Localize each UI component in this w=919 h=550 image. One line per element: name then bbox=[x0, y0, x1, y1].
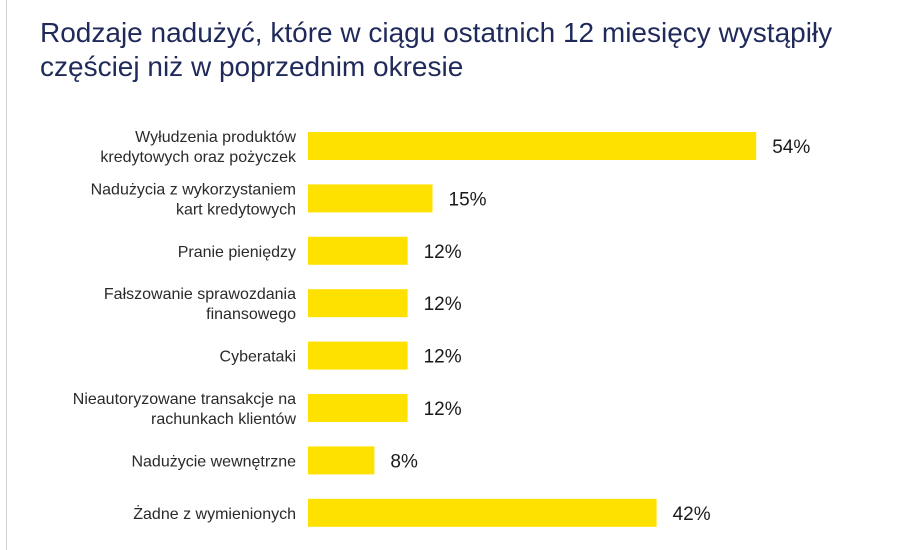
value-label-6: 8% bbox=[390, 451, 418, 472]
category-label-3-line-0: Fałszowanie sprawozdania bbox=[104, 286, 296, 303]
category-label-0: Wyłudzenia produktów kredytowych oraz poż… bbox=[100, 129, 297, 166]
bar-2 bbox=[308, 236, 408, 265]
bar-5 bbox=[308, 394, 408, 422]
value-label-7: 42% bbox=[673, 504, 711, 525]
chart-title-line-2: częściej niż w poprzednim okresie bbox=[40, 51, 464, 82]
bar-7 bbox=[308, 498, 657, 527]
category-label-4: Cyberataki bbox=[220, 349, 296, 366]
value-label-3: 12% bbox=[424, 294, 462, 315]
bar-0 bbox=[308, 132, 757, 160]
value-label-2: 12% bbox=[424, 242, 462, 263]
bar-4 bbox=[308, 341, 408, 370]
category-label-1-line-0: Nadużycia z wykorzystaniem bbox=[91, 181, 296, 198]
category-label-7-line-0: Żadne z wymienionych bbox=[133, 504, 296, 523]
category-label-3-line-1: finansowego bbox=[206, 306, 296, 323]
category-label-6: Nadużycie wewnętrzne bbox=[131, 453, 296, 470]
category-label-6-line-0: Nadużycie wewnętrzne bbox=[131, 453, 296, 470]
category-label-1-line-1: kart kredytowych bbox=[176, 201, 296, 218]
chart-title-line-1: Rodzaje nadużyć, które w ciągu ostatnich… bbox=[40, 17, 833, 48]
category-label-2-line-0: Pranie pieniędzy bbox=[178, 244, 296, 261]
category-label-7: Żadne z wymienionych bbox=[133, 504, 296, 523]
category-label-5-line-1: rachunkach klientów bbox=[151, 411, 296, 428]
category-label-3: Fałszowanie sprawozdania finansowego bbox=[104, 286, 296, 323]
bar-6 bbox=[308, 446, 375, 475]
chart-title: Rodzaje nadużyć, które w ciągu ostatnich… bbox=[40, 16, 900, 84]
category-label-1: Nadużycia z wykorzystaniem kart kredytowy… bbox=[91, 181, 296, 218]
value-label-5: 12% bbox=[424, 399, 462, 420]
category-label-4-line-0: Cyberataki bbox=[220, 349, 296, 366]
left-border-line bbox=[6, 0, 7, 550]
bar-1 bbox=[308, 184, 433, 213]
category-label-0-line-0: Wyłudzenia produktów bbox=[135, 129, 296, 146]
value-label-0: 54% bbox=[772, 137, 810, 158]
value-label-4: 12% bbox=[424, 347, 462, 368]
category-label-0-line-1: kredytowych oraz pożyczek bbox=[100, 149, 297, 166]
category-label-2: Pranie pieniędzy bbox=[178, 244, 296, 261]
category-label-5: Nieautoryzowane transakcje na rachunkach … bbox=[73, 391, 297, 428]
value-label-1: 15% bbox=[449, 189, 487, 210]
category-label-5-line-0: Nieautoryzowane transakcje na bbox=[73, 391, 296, 408]
bar-3 bbox=[308, 289, 408, 318]
